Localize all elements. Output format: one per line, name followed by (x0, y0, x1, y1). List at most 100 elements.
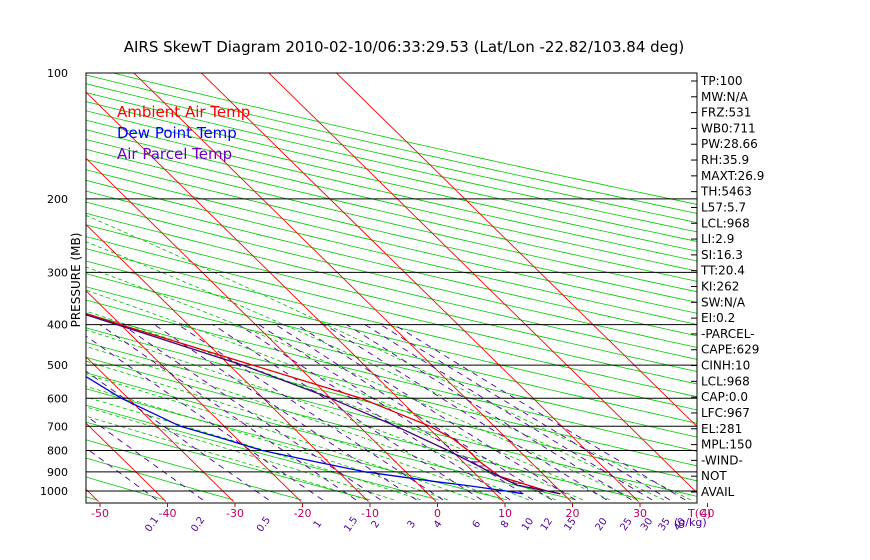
mixing-ratio-label: 20 (594, 516, 610, 533)
stat-item: LCL:968 (701, 216, 750, 230)
dry-adiabat (86, 248, 697, 398)
isotherm (86, 157, 437, 502)
mixing-ratio-line (296, 324, 576, 501)
pressure-label: 700 (47, 420, 68, 433)
stat-item: -PARCEL- (701, 327, 755, 341)
mixing-ratio-line (275, 324, 553, 501)
pressure-label: 100 (47, 67, 68, 80)
mixing-ratio-label: 12 (539, 516, 555, 533)
bottom-tick-label: 10 (498, 507, 512, 520)
mixing-ratio-line (86, 447, 158, 501)
mixing-ratio-label: 4 (432, 519, 445, 531)
pressure-label: 500 (47, 359, 68, 372)
dry-adiabat (86, 299, 697, 452)
mixing-ratio-line (238, 324, 511, 501)
dry-adiabat (86, 224, 697, 372)
stat-item: SW:N/A (701, 295, 746, 309)
mixing-ratio-line (99, 324, 357, 501)
isotherm (86, 422, 167, 502)
stat-item: WB0:711 (701, 121, 756, 135)
mixing-ratio-label: 1 (312, 519, 325, 531)
pressure-label: 1000 (40, 485, 68, 498)
legend: Ambient Air Temp Dew Point Temp Air Parc… (117, 103, 250, 163)
bottom-tick-label: 20 (566, 507, 580, 520)
dry-adiabat (86, 139, 697, 282)
ambient-air-temp-line (86, 312, 561, 495)
dry-adiabat (86, 356, 645, 501)
y-axis-label: PRESSURE (MB) (69, 233, 83, 328)
isotherm (133, 73, 572, 502)
stat-item: TH:5463 (700, 185, 752, 199)
stat-item: AVAIL (701, 485, 735, 499)
pressure-label: 900 (47, 466, 68, 479)
moist-adiabat (86, 241, 664, 501)
stat-item: MAXT:26.9 (701, 169, 764, 183)
stat-item: CAP:0.0 (701, 390, 748, 404)
moist-adiabat (86, 373, 475, 501)
moist-adiabat (86, 396, 421, 501)
mixing-ratio-line (154, 324, 417, 501)
stat-item: PW:28.66 (701, 137, 758, 151)
pressure-label: 600 (47, 392, 68, 405)
dry-adiabat (86, 119, 697, 262)
pressure-tick-labels: 100 200 300 400 500 600 700 800 900 1000 (40, 67, 68, 498)
dry-adiabat (86, 201, 697, 348)
mixing-ratio-label: 8 (499, 519, 512, 531)
moist-adiabat (86, 360, 502, 501)
dry-adiabat (86, 313, 697, 467)
mixing-ratio-label: 2 (370, 519, 383, 531)
dry-adiabat (86, 327, 697, 482)
stat-item: MPL:150 (701, 438, 752, 452)
stat-item: EI:0.2 (701, 311, 735, 325)
mixing-ratio-line (121, 324, 381, 501)
bottom-tick-label: -20 (294, 507, 312, 520)
pressure-label: 800 (47, 444, 68, 457)
stat-item: NOT (701, 469, 727, 483)
dry-adiabat (86, 260, 697, 411)
pressure-label: 200 (47, 193, 68, 206)
mixing-ratio-line (86, 415, 204, 501)
air-parcel-temp-line (86, 314, 561, 495)
mixing-ratio-label: 35 (657, 516, 673, 533)
dry-adiabat (86, 169, 697, 314)
dry-adiabat (86, 179, 697, 325)
mixing-ratio-line (86, 370, 269, 501)
dry-adiabat (86, 372, 576, 501)
stat-item: TT:20.4 (700, 264, 745, 278)
mixing-ratio-label: 0.5 (255, 515, 273, 534)
bottom-tick-label: 30 (633, 507, 647, 520)
sounding-series (86, 312, 561, 495)
moist-adiabat (86, 266, 637, 501)
isotherms (86, 73, 697, 502)
stat-item: CINH:10 (701, 359, 750, 373)
mixing-ratio-line (178, 324, 444, 501)
mixing-ratio-label: 3 (406, 519, 419, 531)
dry-adiabat (86, 439, 302, 501)
stat-item: LCL:968 (701, 374, 750, 388)
bottom-tick-label: 40 (701, 507, 715, 520)
moist-adiabat (86, 385, 448, 501)
stat-item: LFC:967 (701, 406, 750, 420)
legend-ambient-air-temp: Ambient Air Temp (117, 103, 250, 121)
moist-adiabat (86, 289, 610, 501)
stat-item: CAPE:629 (701, 343, 759, 357)
dry-adiabat (86, 404, 439, 501)
bottom-tick-label: -50 (91, 507, 109, 520)
mixing-ratio-label: 10 (520, 516, 536, 533)
stat-item: EL:281 (701, 422, 742, 436)
stat-item: -WIND- (701, 453, 743, 467)
mixing-ratio-line (86, 335, 323, 501)
bottom-tick-label: 0 (434, 507, 441, 520)
legend-air-parcel-temp: Air Parcel Temp (117, 145, 232, 163)
mixing-ratio-line (324, 324, 607, 501)
x-axis-unit-label: T(C) (687, 507, 711, 520)
mixing-ratio-line (364, 324, 653, 501)
stat-item: KI:262 (701, 280, 739, 294)
moist-adiabat (86, 214, 691, 501)
chart-title: AIRS SkewT Diagram 2010-02-10/06:33:29.5… (124, 38, 685, 56)
pressure-label: 400 (47, 319, 68, 332)
pressure-label: 300 (47, 266, 68, 279)
mixing-ratio-line (212, 324, 482, 501)
